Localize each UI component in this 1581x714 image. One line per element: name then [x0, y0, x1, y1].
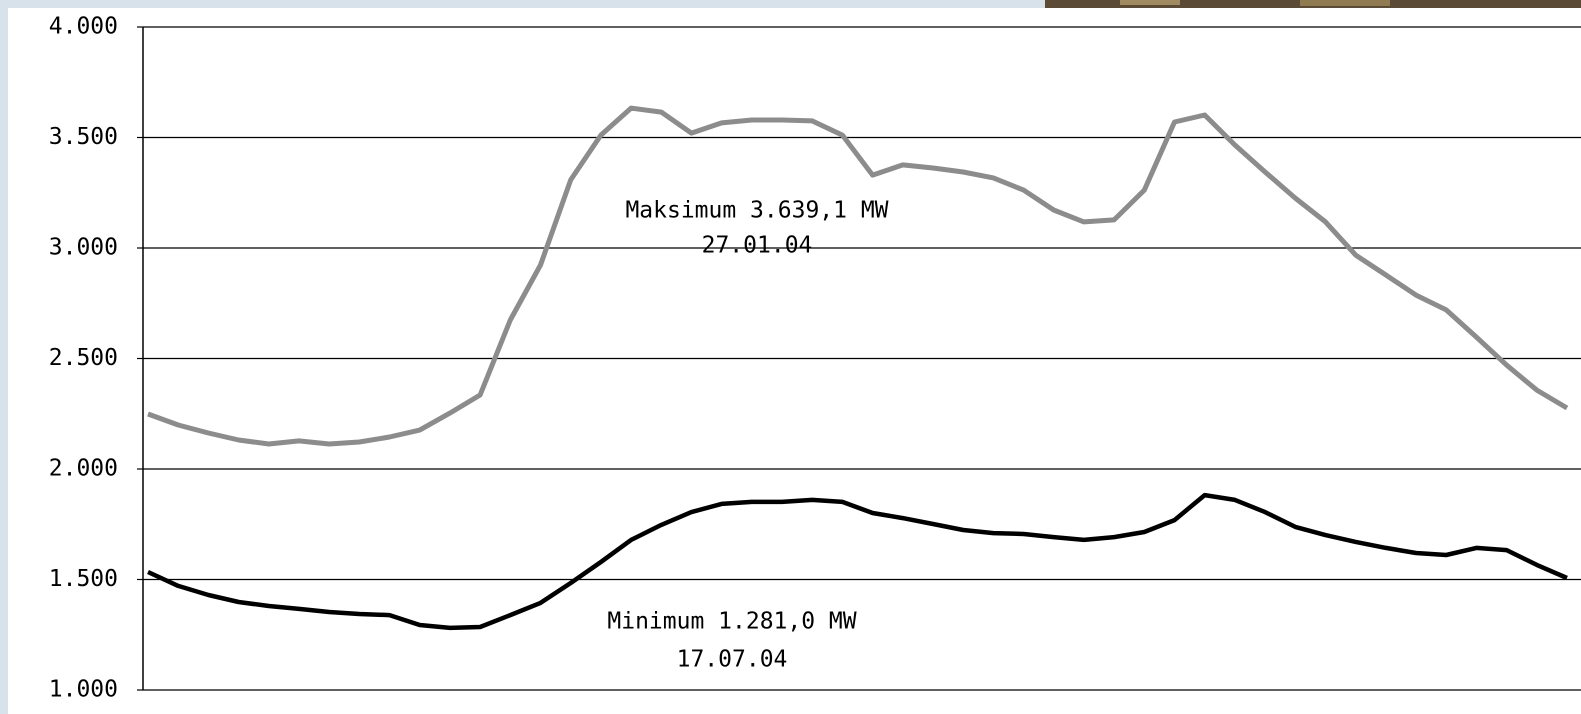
y-tick-label: 2.000: [49, 456, 118, 482]
annotation: Minimum 1.281,0 MW: [607, 609, 856, 635]
annotation: 17.07.04: [677, 647, 788, 673]
line-series: [147, 492, 1568, 631]
y-tick-label: 3.000: [49, 235, 118, 261]
y-tick-label: 4.000: [49, 14, 118, 40]
y-tick-label: 3.500: [49, 124, 118, 150]
annotation: Maksimum 3.639,1 MW: [625, 198, 888, 224]
plot-background: [8, 8, 1581, 714]
line-series: [147, 105, 1569, 447]
photo-fragment: [1120, 0, 1180, 5]
y-tick-label: 1.000: [49, 677, 118, 703]
annotation: 27.01.04: [702, 233, 813, 259]
y-tick-label: 2.500: [49, 345, 118, 371]
photo-fragment: [1300, 0, 1390, 6]
y-tick-label: 1.500: [49, 566, 118, 592]
